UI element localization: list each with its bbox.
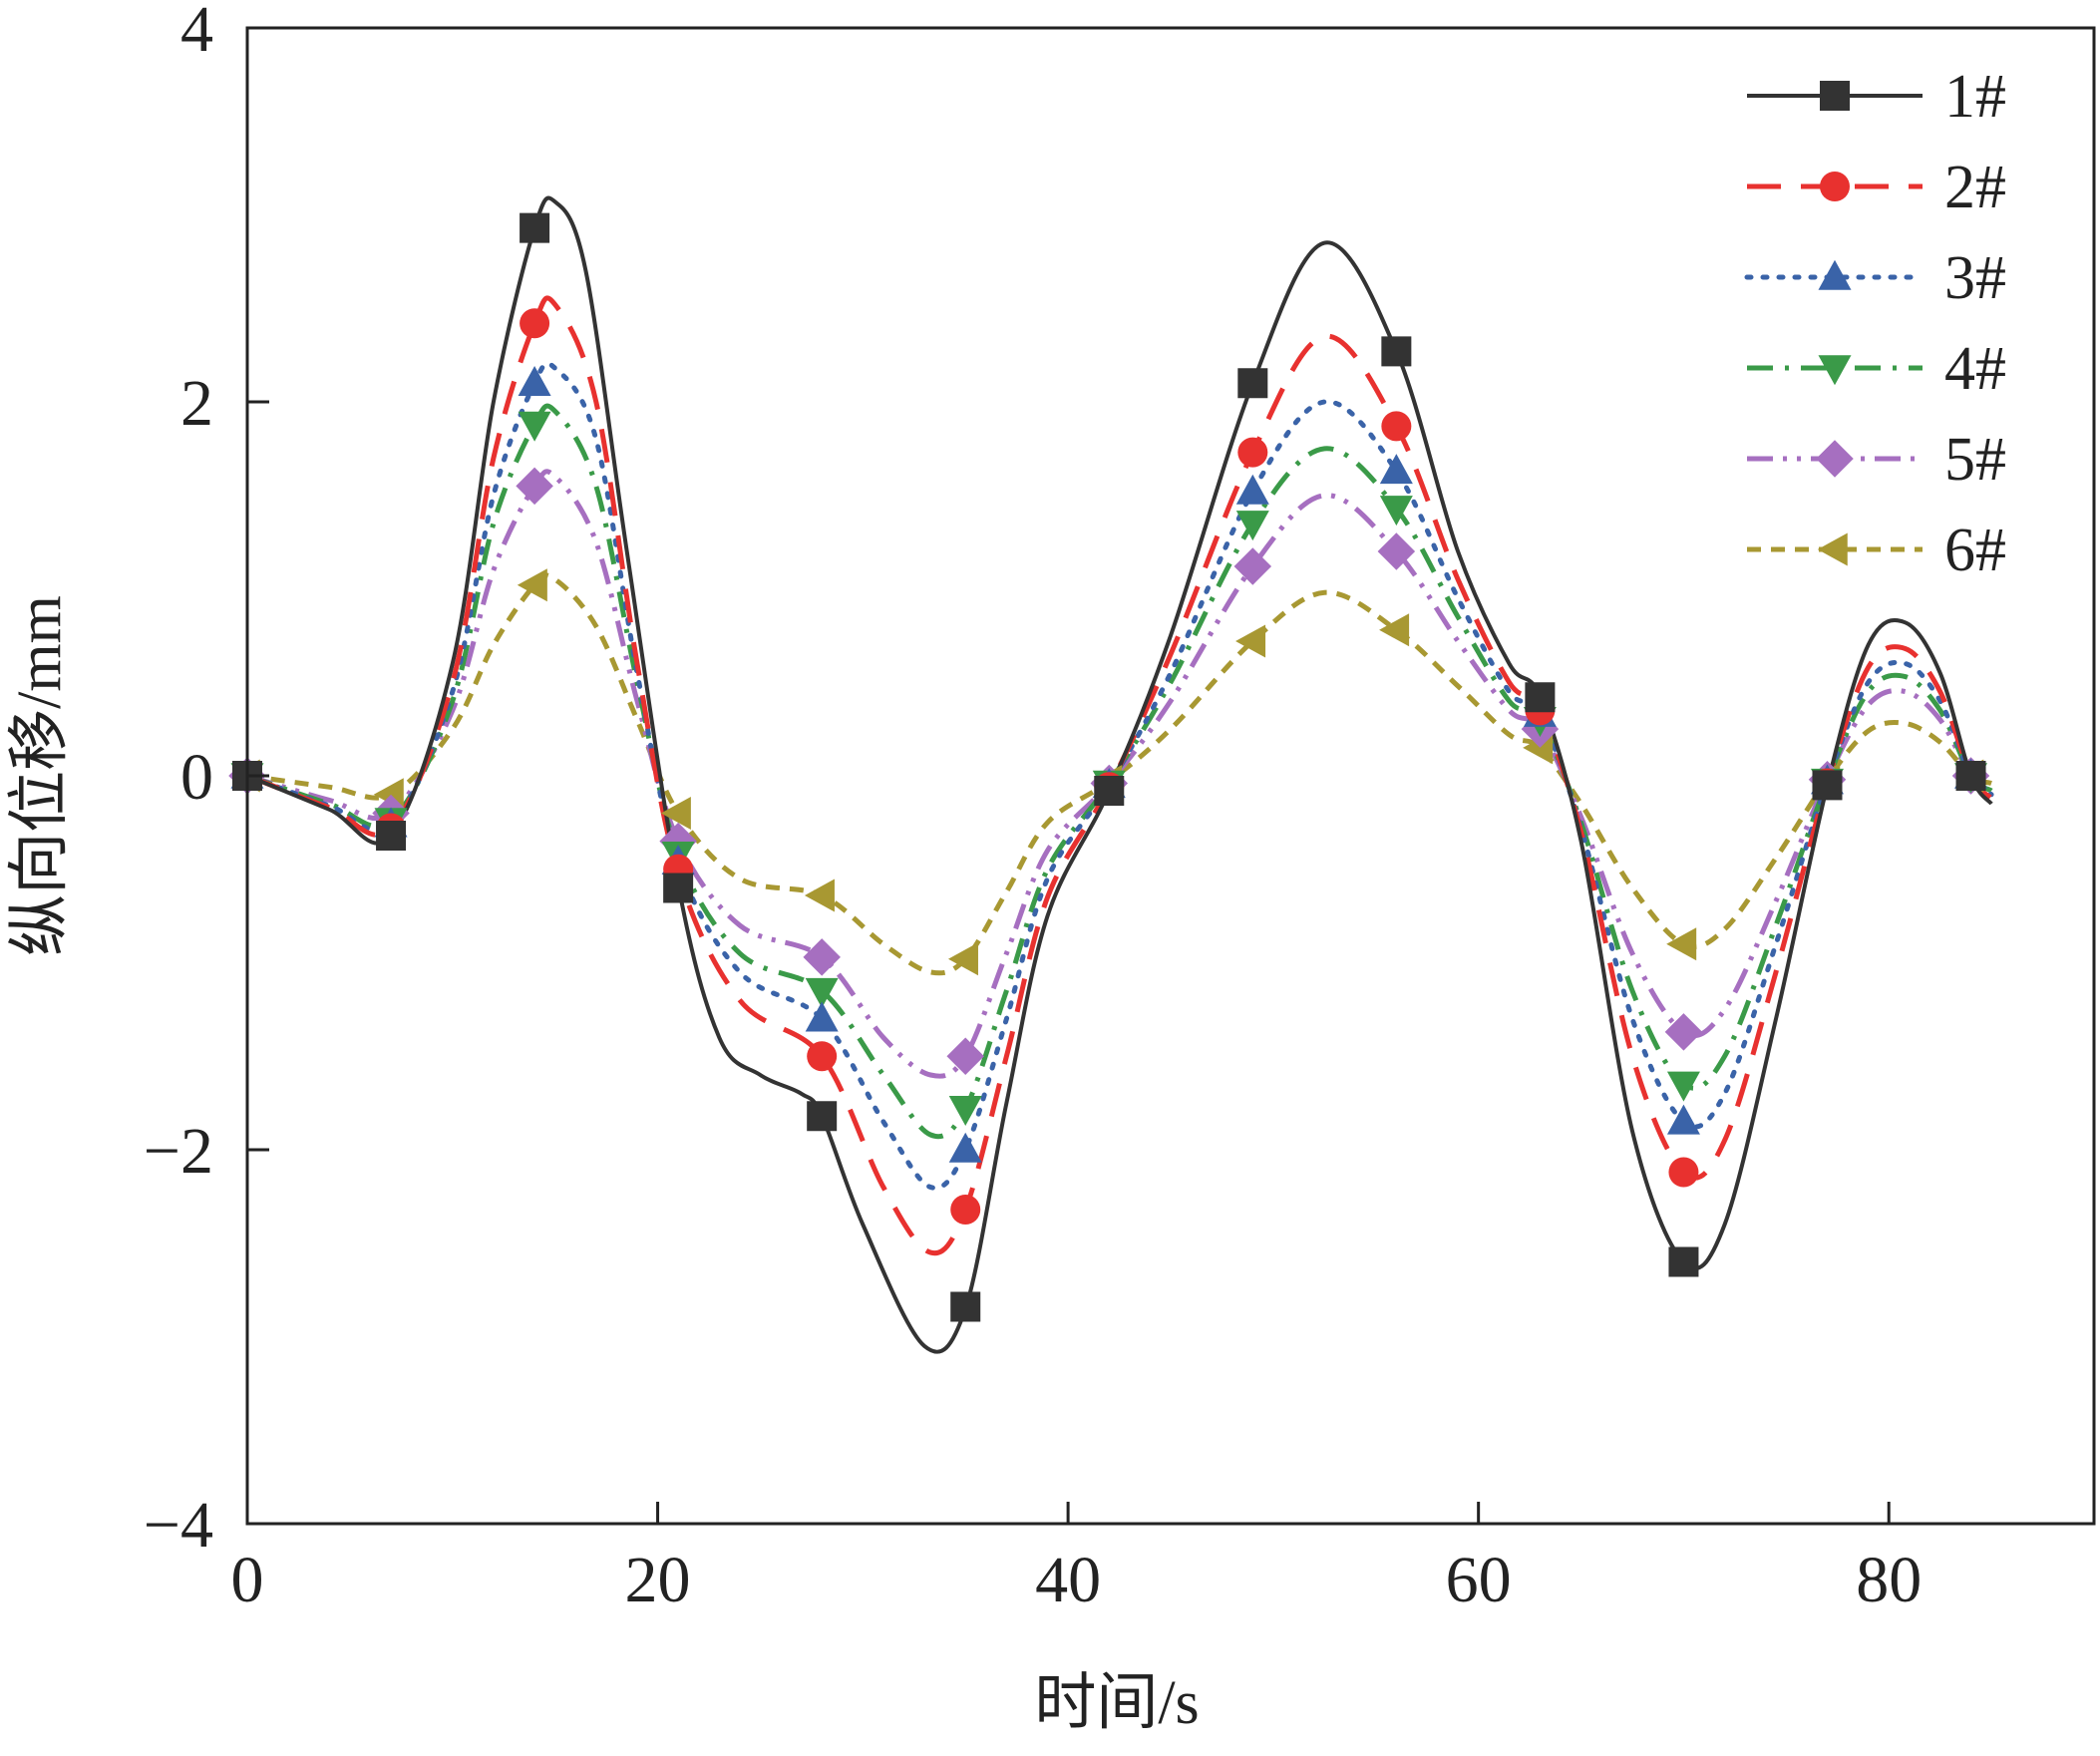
data-point-s6-8 bbox=[1235, 624, 1266, 658]
data-point-s1-2 bbox=[376, 821, 407, 851]
data-point-s4-5 bbox=[805, 977, 839, 1008]
legend-label-3: 3# bbox=[1944, 244, 2006, 312]
data-point-s1-12 bbox=[1812, 770, 1843, 801]
legend-entry-2: 2# bbox=[1747, 154, 2006, 221]
legend-label-4: 4# bbox=[1944, 335, 2006, 403]
data-point-s2-6 bbox=[950, 1195, 981, 1225]
data-point-s4-6 bbox=[948, 1096, 982, 1126]
data-point-s1-11 bbox=[1668, 1246, 1699, 1277]
y-tick-label-2: −2 bbox=[144, 1115, 213, 1188]
data-point-s2-5 bbox=[807, 1041, 838, 1072]
legend-entry-5: 5# bbox=[1747, 426, 2006, 494]
legend-swatch-marker-1 bbox=[1820, 81, 1850, 111]
legend-label-1: 1# bbox=[1944, 63, 2006, 131]
data-point-s1-9 bbox=[1381, 336, 1412, 367]
legend-swatch-marker-5 bbox=[1816, 440, 1854, 478]
series-lines bbox=[244, 195, 1994, 1354]
legend-entry-6: 6# bbox=[1747, 517, 2006, 584]
data-point-s6-3 bbox=[517, 568, 547, 602]
series-line-6 bbox=[246, 572, 1992, 976]
y-axis-label: 纵向位移/mm bbox=[6, 595, 74, 956]
data-point-s3-6 bbox=[948, 1132, 982, 1163]
data-point-s1-7 bbox=[1094, 776, 1125, 806]
y-tick-label-5: 4 bbox=[180, 0, 213, 66]
data-point-s3-11 bbox=[1666, 1104, 1700, 1135]
legend-label-2: 2# bbox=[1944, 154, 2006, 221]
legend-swatch-marker-6 bbox=[1817, 532, 1848, 566]
data-point-s1-6 bbox=[950, 1291, 981, 1322]
data-point-s6-5 bbox=[804, 878, 835, 912]
series-markers bbox=[228, 212, 1990, 1322]
x-tick-label-1: 0 bbox=[231, 1544, 264, 1616]
legend-swatch-marker-2 bbox=[1820, 172, 1850, 201]
data-point-s1-3 bbox=[520, 212, 550, 243]
x-tick-label-3: 40 bbox=[1035, 1544, 1101, 1616]
legend: 1# 2# 3# 4# 5# 6# bbox=[1744, 63, 2006, 584]
data-point-s6-4 bbox=[660, 797, 691, 830]
legend-label-6: 6# bbox=[1944, 517, 2006, 584]
data-point-s5-3 bbox=[516, 467, 553, 506]
data-point-s3-8 bbox=[1235, 474, 1269, 505]
y-tick-label-1: −4 bbox=[144, 1489, 213, 1562]
data-point-s3-9 bbox=[1379, 454, 1413, 485]
x-tick-label-5: 80 bbox=[1856, 1544, 1922, 1616]
legend-entry-1: 1# bbox=[1747, 63, 2006, 131]
legend-swatch-marker-3 bbox=[1818, 259, 1852, 290]
data-point-s2-3 bbox=[520, 308, 550, 339]
data-point-s4-11 bbox=[1666, 1071, 1700, 1102]
data-point-s2-9 bbox=[1381, 411, 1412, 442]
data-point-s5-9 bbox=[1377, 532, 1416, 570]
series-line-1 bbox=[246, 195, 1993, 1354]
data-point-s4-8 bbox=[1235, 511, 1269, 541]
legend-swatch-marker-4 bbox=[1818, 355, 1852, 386]
data-point-s3-3 bbox=[518, 366, 551, 396]
x-tick-label-2: 20 bbox=[625, 1544, 691, 1616]
data-point-s5-8 bbox=[1233, 547, 1272, 585]
data-point-s4-3 bbox=[518, 411, 551, 442]
data-point-s5-6 bbox=[946, 1037, 984, 1075]
x-axis-label: 时间/s bbox=[1034, 1669, 1199, 1737]
data-point-s2-8 bbox=[1237, 437, 1268, 468]
data-point-s1-5 bbox=[807, 1101, 838, 1132]
legend-label-5: 5# bbox=[1944, 426, 2006, 494]
y-tick-label-3: 0 bbox=[180, 741, 213, 814]
data-point-s1-4 bbox=[663, 873, 694, 903]
data-point-s6-11 bbox=[1666, 927, 1697, 961]
data-point-s2-11 bbox=[1668, 1157, 1699, 1188]
data-point-s6-6 bbox=[947, 942, 978, 976]
data-point-s3-5 bbox=[805, 1001, 839, 1032]
data-point-s5-11 bbox=[1664, 1013, 1703, 1051]
legend-entry-3: 3# bbox=[1744, 244, 2006, 312]
data-point-s5-5 bbox=[803, 938, 841, 976]
x-tick-label-4: 60 bbox=[1446, 1544, 1512, 1616]
data-point-s1-8 bbox=[1237, 368, 1268, 399]
data-point-s1-13 bbox=[1955, 761, 1986, 791]
axes: 0 20 40 60 80 −4 −2 0 2 4 bbox=[144, 0, 1922, 1616]
data-point-s6-9 bbox=[1379, 613, 1410, 647]
data-point-s1-10 bbox=[1525, 682, 1556, 713]
data-point-s4-9 bbox=[1379, 496, 1413, 527]
y-tick-label-4: 2 bbox=[180, 367, 213, 440]
legend-entry-4: 4# bbox=[1747, 335, 2006, 403]
